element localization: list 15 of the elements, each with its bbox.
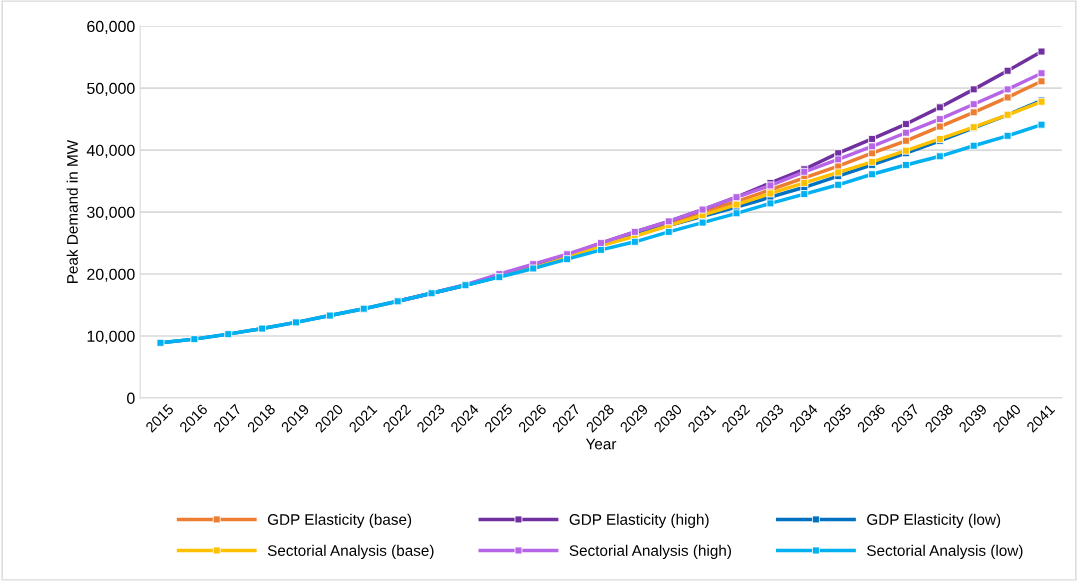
x-axis-title: Year xyxy=(585,438,617,450)
y-tick-label: 40,000 xyxy=(86,144,135,158)
legend-label: Sectorial Analysis (high) xyxy=(569,544,731,559)
y-tick-label: 30,000 xyxy=(87,206,135,220)
legend-label: Sectorial Analysis (base) xyxy=(267,544,434,559)
legend-label: GDP Elasticity (base) xyxy=(267,513,412,528)
legend-label: Sectorial Analysis (low) xyxy=(867,544,1023,559)
y-tick-label: 10,000 xyxy=(87,330,135,344)
legend-label: GDP Elasticity (high) xyxy=(569,513,709,528)
y-tick-label: 50,000 xyxy=(87,82,135,96)
legend-label: GDP Elasticity (low) xyxy=(867,513,1001,528)
y-tick-label: 0 xyxy=(127,392,135,404)
y-tick-label: 20,000 xyxy=(87,268,135,282)
y-tick-label: 60,000 xyxy=(87,20,135,34)
y-axis-title: Peak Demand in MW xyxy=(66,139,78,283)
